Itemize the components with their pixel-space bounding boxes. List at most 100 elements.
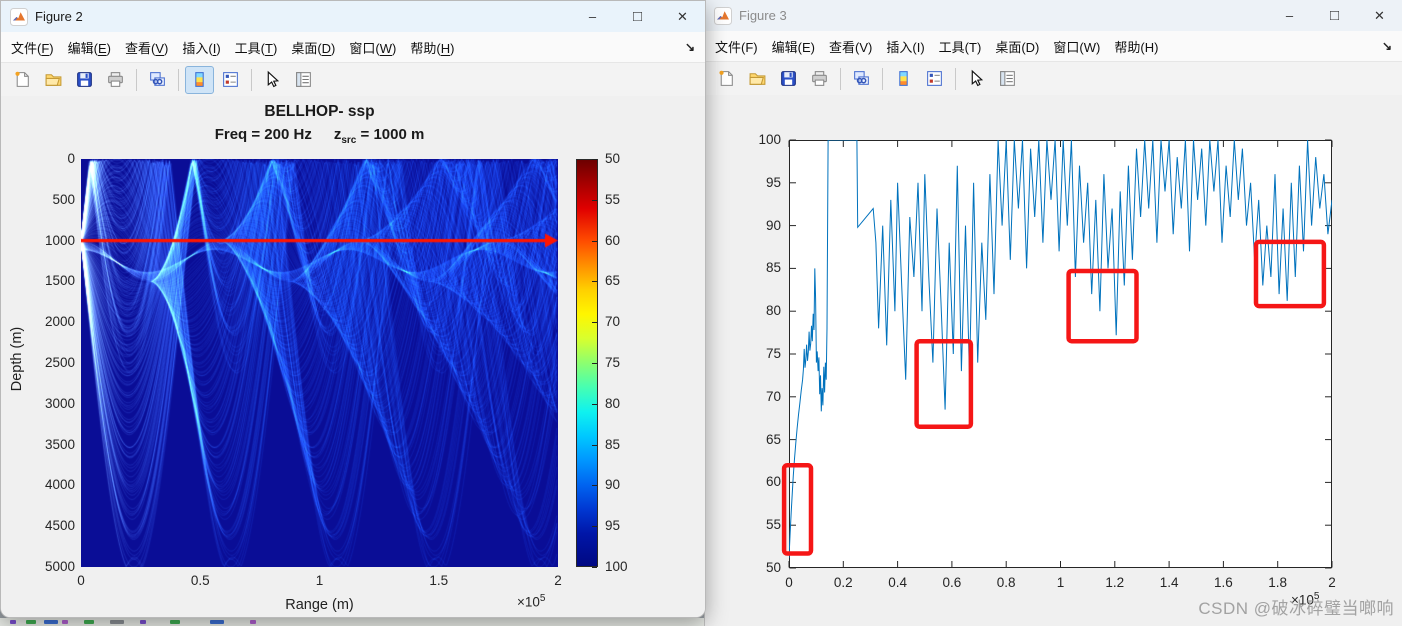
link-figure-button[interactable]: [847, 65, 876, 93]
colorbar-icon: [899, 71, 908, 86]
colorbar[interactable]: [576, 159, 598, 567]
property-editor-icon: [296, 72, 311, 87]
property-editor-icon: [1000, 71, 1015, 86]
close-button[interactable]: ✕: [677, 8, 688, 24]
menu-item-D[interactable]: 桌面(D): [291, 40, 336, 56]
menu-item-E[interactable]: 编辑(E): [67, 40, 111, 56]
toolbar-separator: [882, 67, 883, 90]
colorbar-tick-mark: [592, 159, 597, 160]
menu-item-V[interactable]: 查看(V): [125, 40, 169, 56]
fig3-axes[interactable]: [781, 139, 1333, 569]
save-button[interactable]: [774, 65, 803, 93]
y-tick-label: 3000: [44, 395, 75, 411]
print-button[interactable]: [805, 65, 834, 93]
colorbar-tick-label: 80: [605, 395, 621, 411]
menu-item-I[interactable]: 插入(I): [886, 39, 925, 55]
colorbar-button[interactable]: [889, 65, 918, 93]
property-editor-button[interactable]: [993, 65, 1022, 93]
open-folder-button[interactable]: [39, 66, 68, 94]
colorbar-tick-mark: [592, 281, 597, 283]
figure3-canvas-area: 50 55 60 65 70 75 80 85 90 95 100 0 0.2 0.4 0.6 0.8 1 1.…: [705, 95, 1402, 626]
menu-item-H[interactable]: 帮助(H): [1114, 39, 1159, 55]
minimize-button[interactable]: –: [588, 9, 597, 24]
fig2-axes[interactable]: [81, 159, 558, 567]
maximize-button[interactable]: □: [1329, 7, 1340, 24]
menu-item-F[interactable]: 文件(F): [715, 39, 758, 55]
colorbar-tick-mark: [592, 240, 597, 242]
new-document-button[interactable]: [712, 65, 741, 93]
menu-item-I[interactable]: 插入(I): [182, 40, 221, 56]
fig3-axis-multiplier: ×105: [1291, 591, 1320, 608]
legend-button[interactable]: [920, 65, 949, 93]
x-tick-label: 1.6: [1214, 575, 1233, 590]
maximize-button[interactable]: □: [632, 8, 643, 25]
x-tick-label: 2: [1328, 575, 1336, 590]
y-tick-label: 1000: [44, 232, 75, 248]
colorbar-tick-mark: [592, 322, 597, 324]
colorbar-tick-label: 50: [605, 151, 621, 166]
new-document-icon: [719, 70, 733, 86]
highlight-box: [1253, 239, 1327, 309]
y-tick-label: 55: [765, 517, 781, 533]
menu-item-T[interactable]: 工具(T): [938, 39, 982, 55]
property-editor-button[interactable]: [289, 66, 318, 94]
menu-item-T[interactable]: 工具(T): [234, 40, 278, 56]
highlight-box: [781, 463, 814, 556]
menu-item-H[interactable]: 帮助(H): [410, 40, 455, 56]
y-tick-label: 70: [765, 388, 781, 404]
colorbar-tick-label: 65: [605, 273, 621, 289]
arrow-cursor-button[interactable]: [258, 66, 287, 94]
window-title: Figure 2: [35, 9, 83, 24]
desktop-strip-mark: [26, 620, 36, 624]
link-figure-button[interactable]: [143, 66, 172, 94]
print-icon: [108, 72, 123, 87]
menu-overflow-arrow-icon[interactable]: ↘: [1381, 39, 1392, 53]
colorbar-button[interactable]: [185, 65, 214, 94]
menu-item-V[interactable]: 查看(V): [829, 39, 873, 55]
new-document-button[interactable]: [8, 66, 37, 94]
colorbar-tick-label: 85: [605, 436, 621, 452]
print-button[interactable]: [101, 66, 130, 94]
menu-item-F[interactable]: 文件(F): [11, 40, 54, 56]
colorbar-tick-label: 70: [605, 314, 621, 330]
close-button[interactable]: ✕: [1374, 7, 1385, 23]
fig3-plot-svg: [781, 139, 1333, 569]
menu-item-D[interactable]: 桌面(D): [995, 39, 1040, 55]
legend-button[interactable]: [216, 66, 245, 94]
y-tick-label: 50: [765, 560, 781, 575]
colorbar-tick-label: 100: [605, 559, 628, 574]
figure2-titlebar[interactable]: Figure 2 – □ ✕: [1, 1, 705, 32]
matlab-logo-icon: [714, 6, 732, 25]
figure3-window: Figure 3 – □ ✕ 文件(F) 编辑(E) 查看(V) 插入(I) 工具(T)…: [704, 0, 1402, 626]
desktop-strip-mark: [44, 620, 58, 624]
colorbar-tick-label: 60: [605, 232, 621, 248]
figure2-window: Figure 2 – □ ✕ 文件(F) 编辑(E) 查看(V) 插入(I) 工具(T)…: [0, 0, 706, 618]
menu-item-E[interactable]: 编辑(E): [771, 39, 815, 55]
x-tick-label: 0.6: [942, 575, 962, 590]
figure3-toolbar: [705, 62, 1402, 96]
desktop-strip-mark: [140, 620, 146, 624]
desktop-strip-mark: [10, 620, 16, 624]
menu-item-W[interactable]: 窗口(W): [349, 40, 397, 56]
colorbar-tick-mark: [592, 363, 597, 364]
y-tick-label: 85: [765, 260, 781, 276]
minimize-button[interactable]: –: [1285, 8, 1294, 23]
save-button[interactable]: [70, 66, 99, 94]
colorbar-tick-mark: [592, 199, 597, 201]
figure3-titlebar[interactable]: Figure 3 – □ ✕: [705, 0, 1402, 31]
desktop-strip-mark: [250, 620, 256, 624]
colorbar-tick-mark: [592, 444, 597, 446]
menu-item-W[interactable]: 窗口(W): [1053, 39, 1101, 55]
desktop-strip: [0, 618, 706, 626]
x-tick-label: 2: [554, 573, 562, 588]
desktop-strip-mark: [62, 620, 68, 624]
colorbar-tick-label: 95: [605, 518, 621, 534]
open-folder-button[interactable]: [743, 65, 772, 93]
arrow-cursor-icon: [971, 69, 984, 87]
x-tick-label: 1.8: [1268, 575, 1288, 590]
tl-field-canvas: [81, 159, 558, 567]
menu-overflow-arrow-icon[interactable]: ↘: [684, 40, 695, 54]
y-tick-label: 2000: [44, 314, 75, 330]
y-tick-label: 60: [765, 474, 781, 490]
arrow-cursor-button[interactable]: [962, 65, 991, 93]
